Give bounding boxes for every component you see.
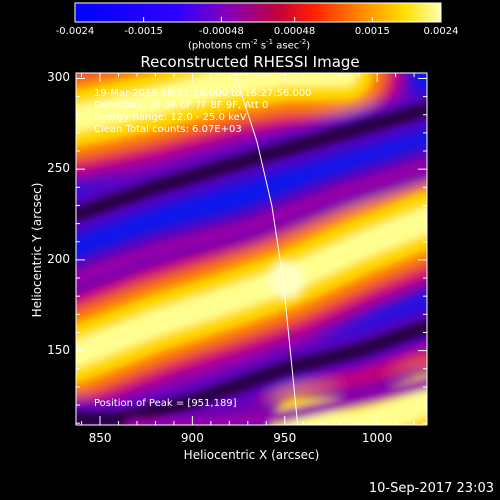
colorbar-ticks [74, 17, 442, 22]
band-high-core [76, 73, 358, 132]
y-tick-label: 150 [47, 342, 70, 357]
band-mid-core [126, 377, 427, 425]
colorbar-tick-label: 0.00048 [273, 26, 316, 37]
x-tick-label: 1000 [361, 431, 393, 445]
x-axis-label: Heliocentric X (arcsec) [183, 448, 320, 462]
y-tick-label: 200 [47, 251, 70, 266]
y-tick-label: 250 [47, 161, 70, 176]
x-tick-label: 900 [180, 431, 204, 445]
x-tick-label: 850 [88, 431, 112, 445]
band-high-core [76, 206, 427, 368]
colorbar-tick-label: -0.0024 [55, 26, 95, 37]
band-low-core [76, 320, 427, 425]
footer-timestamp: 10-Sep-2017 23:03 [368, 481, 494, 496]
band-high-core [285, 388, 427, 425]
peak-glow [268, 261, 305, 298]
info-line-2: Detectors: 3F 5F 6F 7F 8F 9F, Att 0 [94, 100, 269, 111]
colorbar-tick-label: -0.0015 [124, 26, 163, 37]
peak-position-text: Position of Peak = [951,189] [94, 398, 237, 409]
info-line-1: 19-Mar-2015 16:17:56.000 to 16:27:56.000 [94, 88, 312, 99]
x-tick-label: 950 [273, 431, 297, 445]
colorbar-gradient [74, 2, 442, 23]
plot-frame [75, 72, 428, 426]
y-axis-label: Heliocentric Y (arcsec) [30, 182, 44, 318]
band-mid-core [76, 159, 427, 285]
solar-limb-line [234, 73, 299, 425]
axis-ticks [76, 73, 427, 425]
band-low-core [76, 102, 427, 222]
colorbar-units: (photons cm-2 s-1 asec-2) [188, 38, 311, 52]
heatmap-image [76, 73, 427, 425]
info-line-3: Energy Range: 12.0 - 25.0 keV [94, 112, 247, 123]
colorbar-tick-label: -0.00048 [198, 26, 244, 37]
info-line-4: Clean Total counts: 6.07E+03 [94, 124, 242, 135]
colorbar [74, 2, 442, 23]
colorbar-tick-label: 0.0024 [423, 26, 459, 37]
y-tick-label: 300 [47, 70, 70, 85]
plot-title: Reconstructed RHESSI Image [140, 53, 360, 71]
colorbar-tick-label: 0.0015 [354, 26, 390, 37]
